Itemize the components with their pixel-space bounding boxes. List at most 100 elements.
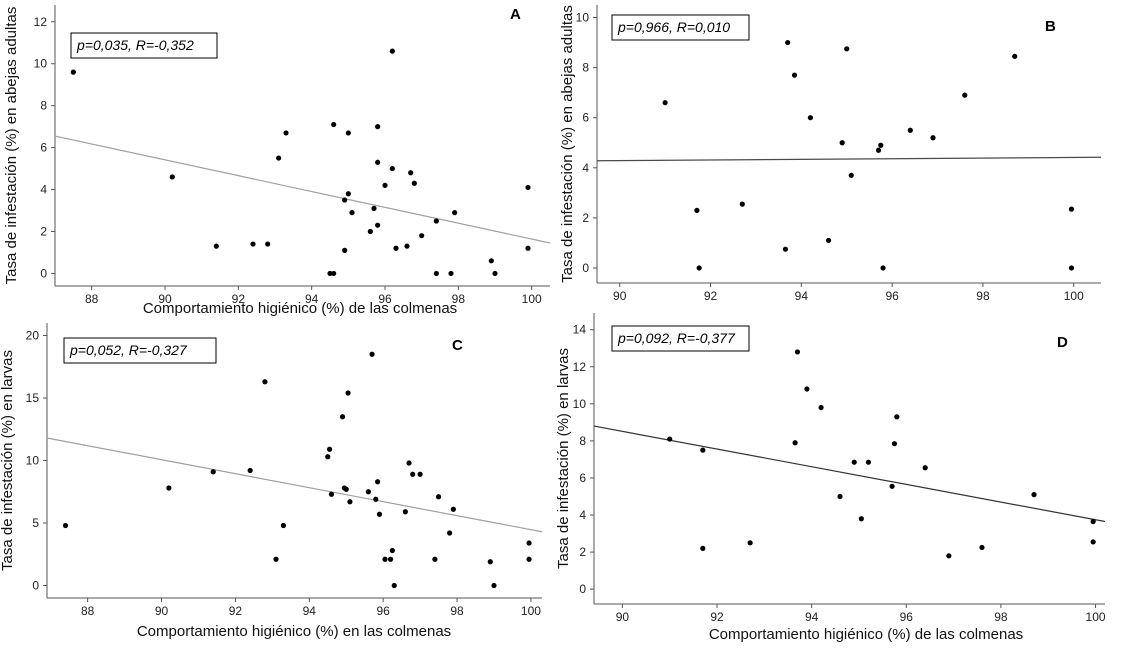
panel-b-data-point bbox=[782, 246, 789, 252]
panel-c-stats-text: p=0,052, R=-0,327 bbox=[69, 342, 188, 358]
panel-d-data-point bbox=[837, 493, 843, 500]
panel-b: 0 2 4 6 8 10 90 92 94 96 98 100 p=0,966, R=0,010 B Tas… bbox=[559, 5, 1102, 303]
panel-b-data-point bbox=[1012, 53, 1018, 59]
panel-b-y-tick-label: 8 bbox=[582, 61, 589, 75]
panel-a-y-tick-label: 0 bbox=[40, 266, 47, 280]
panel-c-data-point bbox=[406, 460, 412, 466]
panel-a-data-point bbox=[367, 228, 373, 235]
panel-b-data-point bbox=[875, 147, 882, 153]
panel-a-fit-line bbox=[54, 135, 551, 244]
panel-c-x-axis-label: Comportamiento higiénico (%) en las colm… bbox=[137, 623, 451, 640]
panel-a-data-point bbox=[375, 159, 381, 165]
panel-a-x-axis-label: Comportamiento higiénico (%) de las colm… bbox=[143, 300, 457, 317]
panel-c-stats-box bbox=[63, 337, 217, 364]
panel-a-data-point bbox=[525, 184, 531, 191]
panel-d-x-tick-label: 100 bbox=[1086, 610, 1106, 624]
panel-d-data-point bbox=[818, 404, 824, 411]
panel-d-y-tick-label: 10 bbox=[573, 397, 587, 411]
panel-a-y-tick-label: 8 bbox=[40, 99, 47, 113]
panel-b-x-tick-label: 100 bbox=[1064, 289, 1084, 303]
panel-d-data-point bbox=[858, 516, 864, 522]
panel-b-x-tick-label: 92 bbox=[704, 289, 718, 303]
panel-d-y-tick-label: 2 bbox=[579, 545, 586, 559]
panel-d-data-point bbox=[667, 436, 673, 442]
panel-a-data-point bbox=[389, 48, 395, 54]
panel-a-y-tick-label: 6 bbox=[40, 141, 47, 155]
panel-a-letter: A bbox=[510, 6, 521, 23]
panel-b-x-tick-label: 90 bbox=[613, 289, 627, 303]
panel-a-data-point bbox=[331, 270, 337, 277]
panel-d-data-point bbox=[946, 553, 952, 559]
panel-a-x-tick-label: 94 bbox=[305, 292, 319, 306]
panel-b-data-point bbox=[878, 142, 884, 148]
panel-a-x-tick-label: 100 bbox=[522, 292, 542, 306]
panel-a-x-tick-label: 96 bbox=[378, 292, 392, 306]
panel-c-data-point bbox=[447, 530, 453, 536]
panel-a-y-tick-label: 4 bbox=[40, 183, 47, 197]
panel-b-data-point bbox=[930, 135, 936, 141]
panel-d-data-point bbox=[804, 386, 810, 392]
panel-c-data-point bbox=[328, 491, 335, 497]
panel-a-data-point bbox=[419, 233, 425, 239]
panel-d-stats-box bbox=[611, 325, 750, 352]
panel-b-data-point bbox=[880, 265, 886, 271]
panel-a: 0 2 4 6 8 10 12 88 90 92 94 96 98 100 p=0,035, R=-0,35… bbox=[3, 5, 551, 317]
panel-d-data-point bbox=[700, 447, 706, 453]
panel-a-data-point bbox=[327, 270, 333, 277]
panel-c-data-point bbox=[432, 556, 438, 562]
panel-d-y-tick-label: 14 bbox=[573, 323, 587, 337]
panel-b-data-point bbox=[739, 201, 745, 207]
panel-a-y-tick-label: 10 bbox=[34, 57, 48, 71]
panel-c-data-point bbox=[347, 499, 353, 505]
panel-b-data-point bbox=[791, 72, 798, 78]
panel-d-data-point bbox=[792, 440, 798, 446]
panel-c-data-point bbox=[326, 446, 333, 452]
panel-a-data-point bbox=[488, 258, 494, 264]
panel-d-stats-text: p=0,092, R=-0,377 bbox=[617, 330, 736, 346]
panel-c-data-point bbox=[402, 509, 408, 515]
panel-d-data-point bbox=[1090, 518, 1096, 525]
panel-c-y-axis-label: Tasa de infestación (%) en larvas bbox=[0, 350, 16, 571]
panel-c-data-point bbox=[262, 379, 268, 385]
panel-d-data-point bbox=[922, 465, 928, 471]
panel-c-data-point bbox=[166, 485, 172, 491]
panel-b-stats-text: p=0,966, R=0,010 bbox=[617, 19, 730, 35]
panel-a-data-point bbox=[452, 210, 458, 216]
panel-d-data-point bbox=[891, 441, 898, 447]
panel-d-x-tick-label: 98 bbox=[994, 610, 1008, 624]
panel-c-letter: C bbox=[452, 337, 463, 354]
panel-b-data-point bbox=[696, 265, 702, 271]
panel-a-data-point bbox=[276, 155, 282, 161]
panel-a-x-tick-label: 98 bbox=[452, 292, 466, 306]
panel-c-data-point bbox=[376, 511, 383, 517]
panel-c-y-tick-label: 15 bbox=[26, 391, 40, 405]
panel-b-y-tick-label: 6 bbox=[582, 111, 589, 125]
panel-a-data-point bbox=[389, 165, 395, 172]
panel-c-data-point bbox=[526, 540, 532, 546]
panel-a-data-point bbox=[250, 241, 256, 247]
panel-b-fit-line bbox=[596, 156, 1102, 162]
panel-c-data-point bbox=[343, 486, 349, 492]
panel-a-x-tick-label: 88 bbox=[85, 292, 99, 306]
panel-a-data-point bbox=[265, 241, 271, 247]
panel-b-data-point bbox=[662, 100, 668, 106]
panel-a-data-point bbox=[411, 180, 417, 186]
panel-c-data-point bbox=[339, 414, 346, 420]
panel-b-data-point bbox=[844, 46, 850, 52]
panel-a-data-point bbox=[283, 130, 289, 136]
panel-a-data-point bbox=[375, 222, 381, 228]
panel-d-data-point bbox=[700, 545, 706, 551]
panel-c-x-tick-label: 90 bbox=[155, 604, 169, 618]
panel-a-data-point bbox=[393, 245, 399, 251]
panel-c-y-tick-label: 20 bbox=[26, 329, 40, 343]
panel-c-data-point bbox=[280, 522, 287, 529]
panel-d-x-tick-label: 96 bbox=[900, 610, 914, 624]
panel-c-data-point bbox=[273, 556, 279, 562]
panel-c-data-point bbox=[435, 494, 442, 500]
panel-d-x-tick-label: 90 bbox=[616, 610, 630, 624]
panel-d-data-point bbox=[865, 459, 872, 465]
panel-c-data-point bbox=[62, 522, 69, 529]
panel-d-y-axis-label: Tasa de infestación (%) en larvas bbox=[555, 348, 572, 569]
panel-b-y-tick-label: 4 bbox=[582, 161, 589, 175]
panel-c-data-point bbox=[491, 582, 497, 589]
